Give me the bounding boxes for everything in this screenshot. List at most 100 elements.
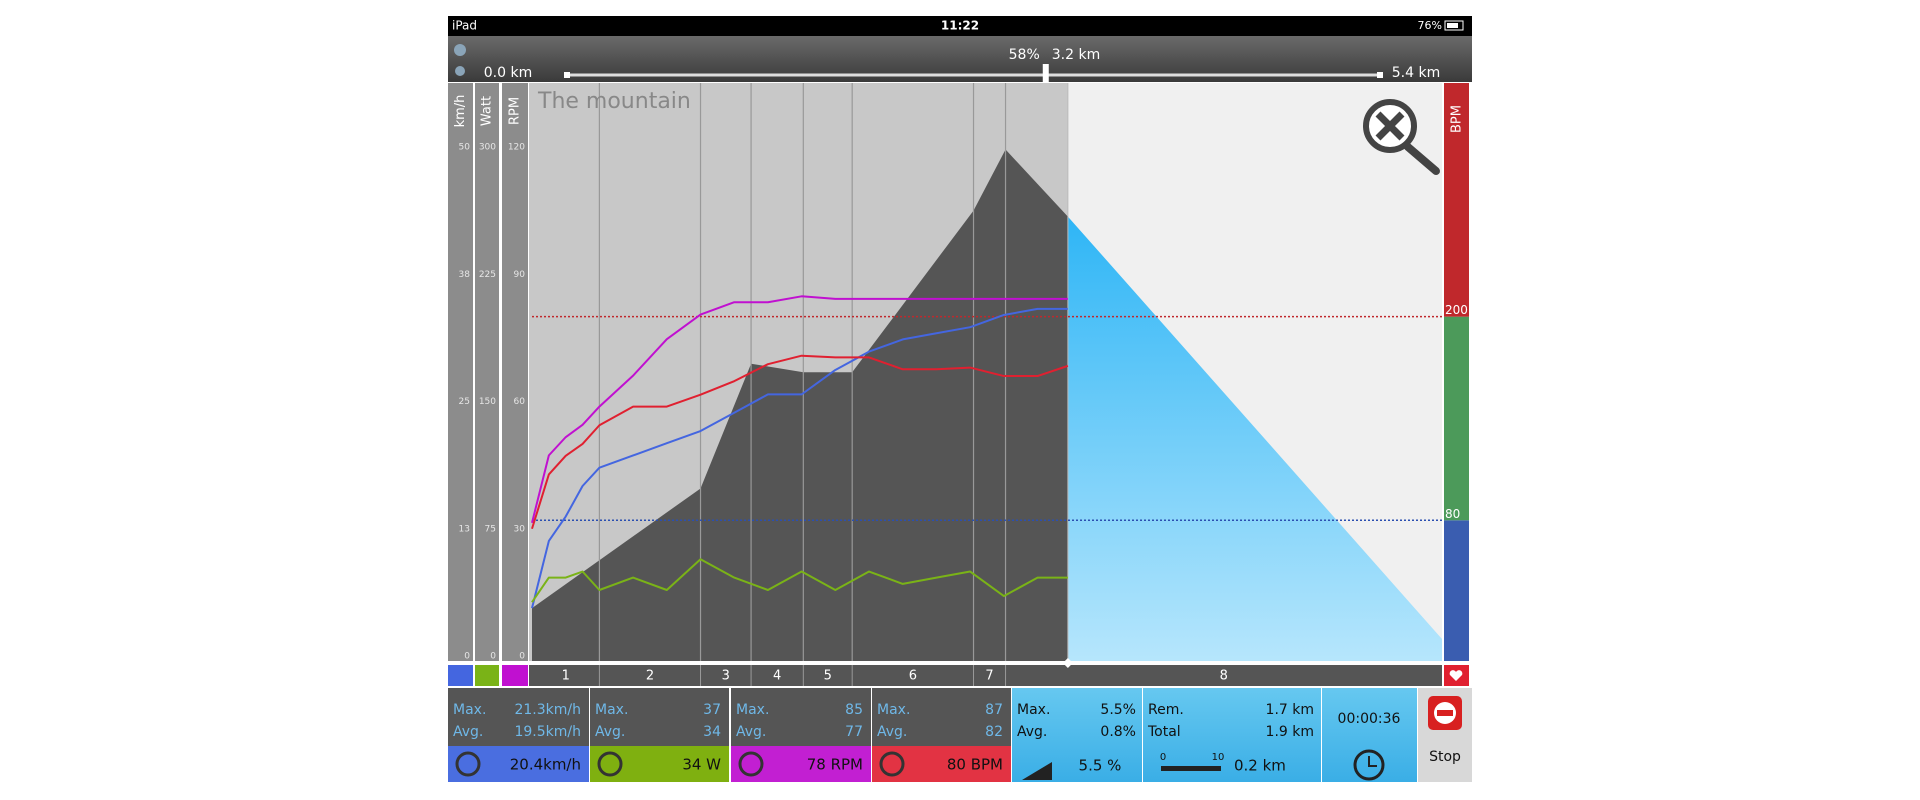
stat-label: Total	[1147, 724, 1181, 740]
stat-label: Max.	[736, 702, 769, 718]
data-line	[531, 295, 1068, 524]
stat-value: 1.7 km	[1266, 702, 1314, 718]
sensor-icon	[454, 44, 466, 56]
y-tick-label: 25	[459, 397, 470, 407]
clock-icon	[1353, 749, 1385, 781]
progress-end: 5.4 km	[1392, 65, 1440, 81]
stat-icon	[455, 751, 481, 777]
stat-current: 78 RPM	[807, 756, 863, 774]
segment-label: 4	[773, 669, 781, 684]
axis-title: km/h	[453, 95, 468, 128]
stat-label: Avg.	[453, 724, 483, 740]
segment-label: 6	[909, 669, 917, 684]
current-marker	[1062, 658, 1073, 668]
data-line	[531, 558, 1068, 603]
progress-percent: 58%	[1009, 47, 1040, 63]
scale-bar	[1161, 766, 1221, 771]
stat-label: Rem.	[1148, 702, 1184, 718]
battery-fill	[1447, 23, 1458, 28]
stat-label: Max.	[453, 702, 486, 718]
elevation-profile-ahead	[1067, 216, 1442, 661]
heart-icon	[1449, 670, 1463, 681]
segment-strip	[529, 665, 1442, 686]
y-tick-label: 60	[514, 397, 526, 407]
track-start	[564, 72, 570, 78]
bpm-tick-label: 200	[1445, 303, 1468, 317]
series-swatch	[448, 665, 473, 686]
segment-label: 1	[562, 669, 570, 684]
segment-label: 8	[1220, 669, 1228, 684]
stat-value: 21.3km/h	[514, 702, 581, 718]
stat-panel	[872, 688, 1011, 746]
stat-label: Avg.	[595, 724, 625, 740]
progress-position: 3.2 km	[1052, 47, 1100, 63]
stat-value: 87	[985, 702, 1003, 718]
y-tick-label: 225	[479, 270, 496, 280]
stat-label: Max.	[877, 702, 910, 718]
grade-panel	[1012, 688, 1142, 782]
stat-label: Max.	[595, 702, 628, 718]
bpm-tick-label: 80	[1445, 507, 1460, 521]
axis-column	[448, 83, 473, 661]
segment-label: 5	[824, 669, 832, 684]
zoom-handle	[1404, 143, 1440, 175]
stat-current: 5.5 %	[1079, 757, 1122, 775]
data-line	[531, 307, 1068, 609]
stat-value: 82	[985, 724, 1003, 740]
zoom-cross	[1375, 111, 1405, 141]
battery-icon	[1444, 20, 1464, 31]
stat-value: 77	[845, 724, 863, 740]
scale-label: 0	[1160, 752, 1166, 763]
y-tick-label: 38	[459, 270, 471, 280]
segment-label: 2	[646, 669, 654, 684]
segment-label: 7	[985, 669, 993, 684]
y-tick-label: 75	[485, 524, 496, 534]
stat-current: 34 W	[682, 756, 721, 774]
stat-value: 85	[845, 702, 863, 718]
stat-label: Avg.	[736, 724, 766, 740]
zoom-button[interactable]	[1363, 99, 1440, 175]
y-tick-label: 0	[464, 652, 470, 662]
y-tick-label: 0	[519, 652, 525, 662]
slope-icon	[1022, 762, 1052, 780]
stat-label: Avg.	[877, 724, 907, 740]
bpm-zone	[1444, 316, 1469, 521]
series-swatch	[475, 665, 499, 686]
bpm-zone	[1444, 520, 1469, 661]
stop-label[interactable]: Stop	[1429, 749, 1461, 765]
stat-value: 19.5km/h	[514, 724, 581, 740]
axis-title: RPM	[508, 97, 523, 125]
stat-label: Max.	[1017, 702, 1050, 718]
stop-bar	[1437, 710, 1453, 716]
elevation-profile	[532, 149, 1068, 661]
progress-thumb	[1042, 64, 1049, 82]
y-tick-label: 150	[479, 397, 496, 407]
stat-current: 80 BPM	[947, 756, 1003, 774]
stat-label: Avg.	[1017, 724, 1047, 740]
stat-icon	[738, 751, 764, 777]
y-tick-label: 300	[479, 143, 496, 153]
heart-sensor-icon	[455, 66, 465, 76]
y-tick-label: 30	[514, 524, 526, 534]
stat-value: 34	[703, 724, 721, 740]
elapsed-time: 00:00:36	[1338, 711, 1401, 727]
stat-panel	[731, 688, 871, 746]
stat-value: 5.5%	[1100, 702, 1136, 718]
scale-label: 10	[1212, 752, 1225, 763]
device-name: iPad	[452, 19, 477, 33]
status-bar	[448, 16, 1472, 36]
stat-icon	[597, 751, 623, 777]
stop-button[interactable]: Stop	[1418, 688, 1472, 782]
y-tick-label: 50	[459, 143, 471, 153]
y-tick-label: 0	[490, 652, 496, 662]
stat-icon	[879, 751, 905, 777]
time-panel	[1322, 688, 1417, 782]
progress-start: 0.0 km	[484, 65, 532, 81]
y-tick-label: 13	[459, 524, 470, 534]
stat-current: 20.4km/h	[510, 756, 581, 774]
battery-level: 76%	[1418, 19, 1442, 32]
series-swatch	[502, 665, 528, 686]
track-end	[1377, 72, 1383, 78]
